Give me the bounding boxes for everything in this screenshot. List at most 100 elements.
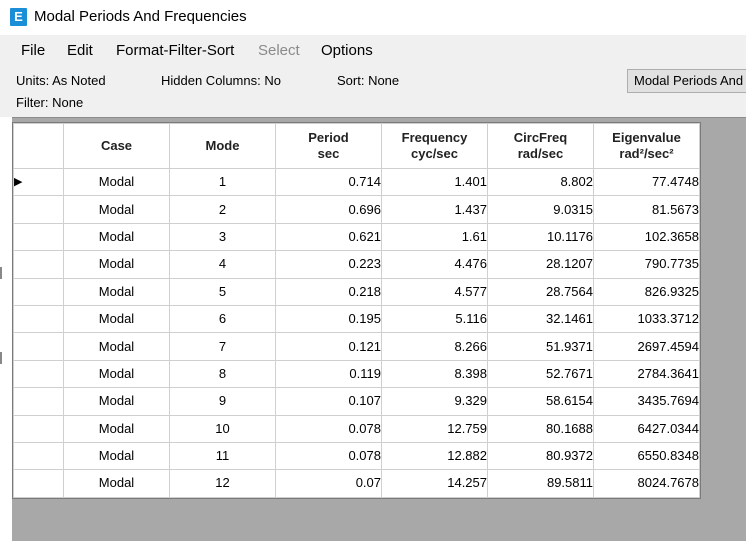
column-header-frequency[interactable]: Frequency cyc/sec (381, 123, 488, 169)
table-row[interactable]: Modal 11 0.078 12.882 80.9372 6550.8348 (13, 441, 700, 471)
cell-circfreq[interactable]: 28.7564 (487, 277, 594, 306)
cell-case[interactable]: Modal (63, 195, 170, 224)
cell-mode[interactable]: 3 (169, 222, 276, 252)
cell-frequency[interactable]: 8.398 (381, 359, 488, 389)
column-header-circfreq[interactable]: CircFreq rad/sec (487, 123, 594, 169)
cell-case[interactable]: Modal (63, 277, 170, 306)
cell-eigenvalue[interactable]: 2697.4594 (593, 332, 700, 361)
cell-period[interactable]: 0.119 (275, 359, 382, 389)
row-selector[interactable] (13, 469, 64, 498)
cell-frequency[interactable]: 1.61 (381, 222, 488, 252)
row-selector[interactable] (13, 250, 64, 279)
cell-frequency[interactable]: 14.257 (381, 469, 488, 498)
cell-period[interactable]: 0.078 (275, 414, 382, 443)
cell-circfreq[interactable]: 52.7671 (487, 359, 594, 389)
cell-eigenvalue[interactable]: 6550.8348 (593, 441, 700, 471)
table-row[interactable]: Modal 5 0.218 4.577 28.7564 826.9325 (13, 277, 700, 306)
cell-mode[interactable]: 5 (169, 277, 276, 306)
cell-case[interactable]: Modal (63, 250, 170, 279)
cell-frequency[interactable]: 4.476 (381, 250, 488, 279)
cell-mode[interactable]: 4 (169, 250, 276, 279)
cell-circfreq[interactable]: 80.1688 (487, 414, 594, 443)
cell-mode[interactable]: 8 (169, 359, 276, 389)
cell-circfreq[interactable]: 10.1176 (487, 222, 594, 252)
cell-period[interactable]: 0.714 (275, 167, 382, 197)
menu-file[interactable]: File (21, 42, 46, 59)
row-selector[interactable] (13, 222, 64, 252)
cell-frequency[interactable]: 12.759 (381, 414, 488, 443)
cell-circfreq[interactable]: 28.1207 (487, 250, 594, 279)
cell-mode[interactable]: 7 (169, 332, 276, 361)
table-row[interactable]: Modal 4 0.223 4.476 28.1207 790.7735 (13, 250, 700, 279)
cell-period[interactable]: 0.621 (275, 222, 382, 252)
cell-mode[interactable]: 2 (169, 195, 276, 224)
row-selector[interactable] (13, 359, 64, 389)
cell-circfreq[interactable]: 58.6154 (487, 387, 594, 416)
cell-case[interactable]: Modal (63, 167, 170, 197)
row-selector[interactable] (13, 195, 64, 224)
cell-period[interactable]: 0.107 (275, 387, 382, 416)
cell-case[interactable]: Modal (63, 359, 170, 389)
row-selector[interactable] (13, 441, 64, 471)
cell-eigenvalue[interactable]: 826.9325 (593, 277, 700, 306)
cell-mode[interactable]: 6 (169, 304, 276, 334)
row-selector[interactable] (13, 332, 64, 361)
menu-format-filter-sort[interactable]: Format-Filter-Sort (116, 42, 235, 59)
cell-period[interactable]: 0.07 (275, 469, 382, 498)
table-row[interactable]: Modal 3 0.621 1.61 10.1176 102.3658 (13, 222, 700, 252)
cell-case[interactable]: Modal (63, 441, 170, 471)
column-header-eigenvalue[interactable]: Eigenvalue rad²/sec² (593, 123, 700, 169)
cell-eigenvalue[interactable]: 3435.7694 (593, 387, 700, 416)
cell-circfreq[interactable]: 8.802 (487, 167, 594, 197)
cell-case[interactable]: Modal (63, 469, 170, 498)
cell-circfreq[interactable]: 9.0315 (487, 195, 594, 224)
table-row[interactable]: Modal 2 0.696 1.437 9.0315 81.5673 (13, 195, 700, 224)
table-row[interactable]: Modal 8 0.119 8.398 52.7671 2784.3641 (13, 359, 700, 389)
cell-mode[interactable]: 10 (169, 414, 276, 443)
table-title-button[interactable]: Modal Periods And Frequencies (627, 69, 746, 93)
cell-frequency[interactable]: 8.266 (381, 332, 488, 361)
row-selector-header[interactable] (13, 123, 64, 169)
row-selector[interactable]: ▶ (13, 167, 64, 197)
cell-circfreq[interactable]: 51.9371 (487, 332, 594, 361)
row-selector[interactable] (13, 304, 64, 334)
cell-eigenvalue[interactable]: 102.3658 (593, 222, 700, 252)
cell-case[interactable]: Modal (63, 387, 170, 416)
cell-mode[interactable]: 9 (169, 387, 276, 416)
cell-case[interactable]: Modal (63, 414, 170, 443)
cell-period[interactable]: 0.121 (275, 332, 382, 361)
row-selector[interactable] (13, 414, 64, 443)
cell-circfreq[interactable]: 32.1461 (487, 304, 594, 334)
cell-case[interactable]: Modal (63, 304, 170, 334)
column-header-case[interactable]: Case (63, 123, 170, 169)
cell-eigenvalue[interactable]: 8024.7678 (593, 469, 700, 498)
cell-frequency[interactable]: 5.116 (381, 304, 488, 334)
table-row[interactable]: Modal 6 0.195 5.116 32.1461 1033.3712 (13, 304, 700, 334)
cell-frequency[interactable]: 4.577 (381, 277, 488, 306)
table-row[interactable]: Modal 10 0.078 12.759 80.1688 6427.0344 (13, 414, 700, 443)
cell-period[interactable]: 0.195 (275, 304, 382, 334)
cell-frequency[interactable]: 12.882 (381, 441, 488, 471)
menu-options[interactable]: Options (321, 42, 373, 59)
cell-period[interactable]: 0.078 (275, 441, 382, 471)
cell-eigenvalue[interactable]: 6427.0344 (593, 414, 700, 443)
cell-mode[interactable]: 12 (169, 469, 276, 498)
cell-case[interactable]: Modal (63, 222, 170, 252)
column-header-period[interactable]: Period sec (275, 123, 382, 169)
cell-eigenvalue[interactable]: 790.7735 (593, 250, 700, 279)
menu-edit[interactable]: Edit (67, 42, 93, 59)
cell-mode[interactable]: 1 (169, 167, 276, 197)
table-row[interactable]: Modal 9 0.107 9.329 58.6154 3435.7694 (13, 387, 700, 416)
table-row[interactable]: ▶ Modal 1 0.714 1.401 8.802 77.4748 (13, 167, 700, 197)
table-row[interactable]: Modal 12 0.07 14.257 89.5811 8024.7678 (13, 469, 700, 498)
cell-frequency[interactable]: 1.437 (381, 195, 488, 224)
cell-case[interactable]: Modal (63, 332, 170, 361)
cell-frequency[interactable]: 1.401 (381, 167, 488, 197)
cell-mode[interactable]: 11 (169, 441, 276, 471)
cell-period[interactable]: 0.218 (275, 277, 382, 306)
cell-frequency[interactable]: 9.329 (381, 387, 488, 416)
cell-period[interactable]: 0.696 (275, 195, 382, 224)
cell-eigenvalue[interactable]: 2784.3641 (593, 359, 700, 389)
cell-period[interactable]: 0.223 (275, 250, 382, 279)
cell-eigenvalue[interactable]: 1033.3712 (593, 304, 700, 334)
